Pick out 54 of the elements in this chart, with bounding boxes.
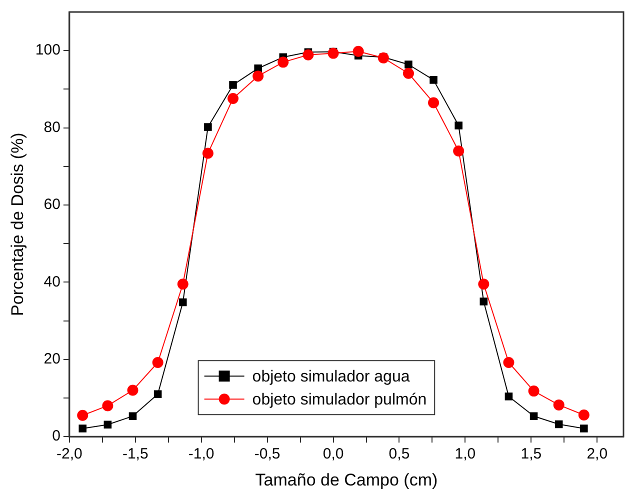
point	[278, 56, 289, 68]
legend-label: objeto simulador agua	[252, 368, 410, 386]
legend-label: objeto simulador pulmón	[252, 392, 427, 409]
point	[177, 278, 188, 290]
y-tick-label: 40	[44, 273, 60, 290]
x-tick-label: 2,0	[586, 446, 608, 463]
y-tick-label: 100	[35, 42, 60, 59]
point	[553, 399, 564, 410]
point	[530, 412, 538, 420]
y-axis-title: Porcentaje de Dosis (%)	[8, 132, 27, 316]
y-tick-label: 60	[44, 196, 60, 214]
x-tick-label: 0,5	[388, 446, 410, 463]
point	[229, 81, 237, 89]
x-tick-label: -1,0	[188, 446, 214, 463]
point	[478, 278, 490, 290]
point	[580, 424, 588, 432]
x-tick-label: 1,5	[520, 446, 542, 463]
point	[252, 70, 264, 82]
point	[77, 410, 88, 421]
point	[352, 46, 364, 57]
point	[128, 412, 137, 420]
point	[504, 392, 513, 400]
point	[554, 420, 563, 428]
point	[178, 298, 187, 306]
point	[104, 420, 112, 429]
point	[154, 390, 162, 398]
point	[404, 60, 412, 68]
point	[102, 400, 114, 412]
y-tick-label: 0	[52, 428, 60, 445]
point	[430, 76, 438, 84]
x-tick-label: 1,0	[454, 446, 476, 463]
point	[428, 97, 440, 108]
point	[152, 356, 164, 368]
point	[328, 48, 339, 59]
point	[528, 386, 540, 397]
point	[204, 123, 212, 131]
y-tick-label: 20	[44, 350, 60, 368]
point	[78, 424, 87, 432]
point	[578, 409, 590, 420]
x-tick-label: -2,0	[56, 446, 82, 463]
point	[228, 92, 239, 104]
point	[453, 145, 464, 156]
point	[402, 68, 414, 79]
x-tick-label: 0,0	[322, 446, 344, 463]
point	[302, 49, 314, 60]
x-tick-label: -0,5	[254, 446, 280, 463]
point	[202, 148, 214, 159]
x-tick-label: -1,5	[122, 446, 148, 463]
point	[480, 298, 488, 306]
point	[503, 356, 514, 368]
x-axis-title: Tamaño de Campo (cm)	[255, 470, 438, 490]
point	[127, 384, 138, 396]
point	[454, 122, 462, 130]
y-tick-label: 80	[44, 118, 60, 136]
